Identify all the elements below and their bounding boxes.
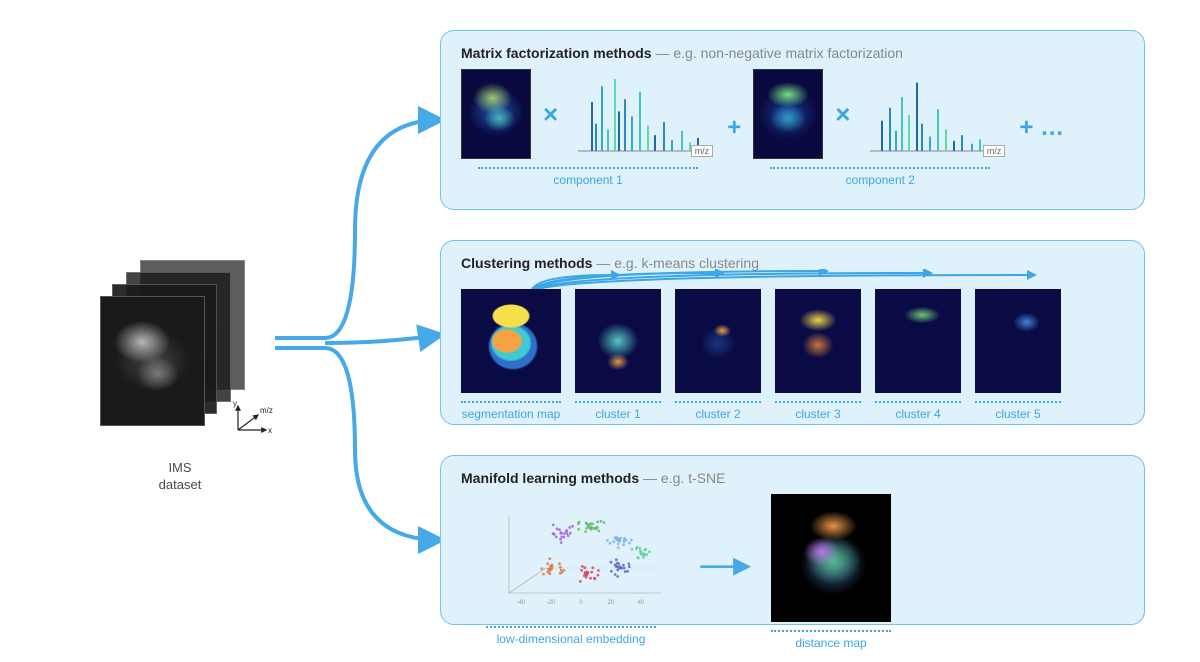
panel-clustering: Clustering methods — e.g. k-means cluste… <box>440 240 1145 425</box>
multiply-op: × <box>539 99 562 130</box>
panel-title: Matrix factorization methods — e.g. non-… <box>461 45 1124 61</box>
branch-arrows <box>275 0 455 657</box>
ims-dataset-label: IMS dataset <box>65 460 295 494</box>
svg-text:-20: -20 <box>547 600 556 606</box>
component-label: component 1 <box>553 173 622 187</box>
spectrum-plot: m/z <box>862 69 1007 159</box>
axis-y-label: y <box>233 400 237 408</box>
panel-matrix-factorization: Matrix factorization methods — e.g. non-… <box>440 30 1145 210</box>
component-label: component 2 <box>846 173 915 187</box>
svg-text:40: 40 <box>638 600 645 606</box>
distance-map-image <box>771 494 891 622</box>
spectrum-plot: m/z <box>570 69 715 159</box>
ims-dataset-block: x y m/z IMS dataset <box>65 260 295 494</box>
multiply-op: × <box>831 99 854 130</box>
distance-map-item: distance map <box>771 494 891 650</box>
svg-text:0: 0 <box>579 600 583 606</box>
cluster-item: cluster 1 <box>575 289 661 421</box>
cluster-image <box>575 289 661 393</box>
component-image <box>461 69 531 159</box>
panel-manifold: Manifold learning methods — e.g. t-SNE -… <box>440 455 1145 625</box>
cluster-image <box>675 289 761 393</box>
axis-z-label: m/z <box>260 406 273 415</box>
plus-ellipsis: + … <box>1015 114 1068 142</box>
cluster-image <box>775 289 861 393</box>
panel-title: Manifold learning methods — e.g. t-SNE <box>461 470 1124 486</box>
ims-slice-stack: x y m/z <box>100 260 260 430</box>
component-1-group: × m/z component 1 <box>461 69 715 187</box>
ims-slice <box>100 296 205 426</box>
cluster-image <box>875 289 961 393</box>
axis-x-label: x <box>268 426 272 435</box>
scatter-3d-plot: -40 -20 0 20 40 <box>491 498 681 618</box>
segmentation-map-item: segmentation map <box>461 289 561 421</box>
component-2-group: × m/z component 2 <box>753 69 1007 187</box>
cluster-item: cluster 4 <box>875 289 961 421</box>
component-image <box>753 69 823 159</box>
cluster-item: cluster 5 <box>975 289 1061 421</box>
embedding-item: -40-2002040 low-dimensional embedding <box>461 498 681 646</box>
cluster-image <box>975 289 1061 393</box>
arrow-right-icon <box>681 557 771 587</box>
plus-op: + <box>723 114 745 142</box>
segmentation-map-image <box>461 289 561 393</box>
svg-text:-40: -40 <box>517 600 526 606</box>
cluster-item: cluster 3 <box>775 289 861 421</box>
svg-text:20: 20 <box>608 600 615 606</box>
cluster-item: cluster 2 <box>675 289 761 421</box>
